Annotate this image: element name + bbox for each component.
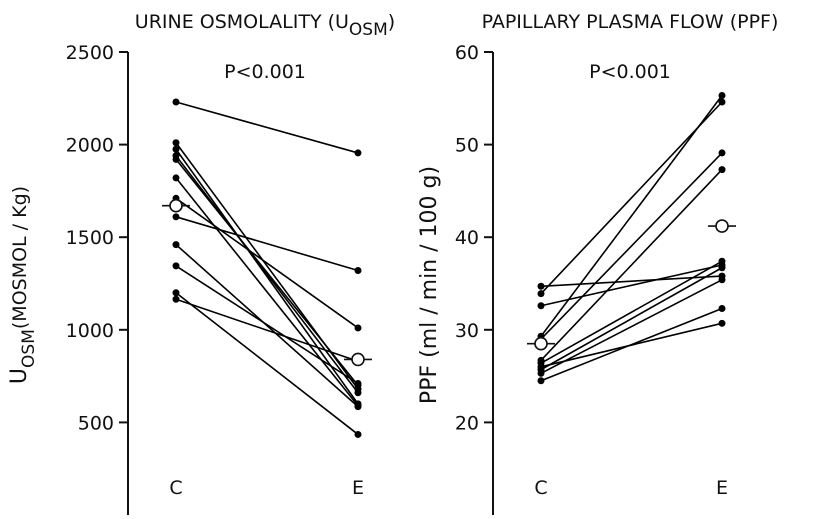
point bbox=[172, 262, 180, 270]
title-text: PAPILLARY PLASMA FLOW (PPF) bbox=[482, 11, 779, 33]
annotation: P<0.001 bbox=[224, 61, 306, 83]
x-tick-label: C bbox=[169, 477, 182, 499]
y-tick-label: 2000 bbox=[66, 135, 114, 157]
pair-line bbox=[540, 322, 723, 368]
x-tick-label: C bbox=[534, 477, 547, 499]
pair-line bbox=[540, 169, 723, 361]
point bbox=[172, 295, 180, 303]
pair-line bbox=[175, 177, 359, 407]
y-axis-label: PPF (ml / min / 100 g) bbox=[417, 166, 442, 404]
point bbox=[718, 92, 726, 100]
x-tick-label: E bbox=[716, 477, 728, 499]
point bbox=[718, 257, 726, 265]
y-tick-label: 1000 bbox=[66, 320, 114, 342]
pair-line bbox=[175, 155, 359, 394]
point bbox=[172, 241, 180, 249]
y-label-subscript: OSM bbox=[19, 329, 39, 368]
pair-line bbox=[175, 158, 359, 386]
point bbox=[172, 174, 180, 182]
pair-line bbox=[540, 152, 723, 340]
point bbox=[718, 98, 726, 106]
y-label-text: U bbox=[7, 368, 32, 384]
point bbox=[354, 324, 362, 332]
point bbox=[354, 267, 362, 275]
pair-line bbox=[540, 95, 723, 337]
point bbox=[172, 289, 180, 297]
pair-line bbox=[175, 101, 359, 154]
pair-line bbox=[540, 267, 723, 371]
pair-line bbox=[540, 260, 723, 364]
point bbox=[172, 139, 180, 147]
pair-line bbox=[175, 265, 359, 385]
point bbox=[354, 430, 362, 438]
mean-marker bbox=[715, 219, 729, 233]
mean-marker bbox=[351, 352, 365, 367]
annotation: P<0.001 bbox=[589, 61, 671, 83]
title-subscript: OSM bbox=[349, 20, 388, 40]
point bbox=[172, 155, 180, 163]
point bbox=[718, 319, 726, 327]
y-tick-label: 1500 bbox=[66, 227, 114, 249]
title-text: URINE OSMOLALITY (U bbox=[135, 11, 349, 33]
pair-line bbox=[175, 216, 359, 272]
point bbox=[354, 380, 362, 388]
chart-title: PAPILLARY PLASMA FLOW (PPF) bbox=[482, 11, 779, 33]
point bbox=[537, 302, 545, 310]
point bbox=[537, 377, 545, 385]
point bbox=[718, 149, 726, 157]
chart-title: URINE OSMOLALITY (UOSM) bbox=[135, 11, 395, 40]
point bbox=[354, 389, 362, 397]
x-tick-label: E bbox=[352, 477, 364, 499]
y-tick-label: 50 bbox=[455, 135, 479, 157]
pair-line bbox=[175, 197, 359, 329]
pair-line bbox=[175, 292, 359, 436]
mean-marker bbox=[534, 336, 548, 351]
point bbox=[537, 363, 545, 371]
point bbox=[537, 369, 545, 377]
y-tick-label: 2500 bbox=[66, 42, 114, 64]
point bbox=[718, 264, 726, 272]
point bbox=[718, 305, 726, 313]
point bbox=[718, 166, 726, 174]
pair-line bbox=[540, 101, 723, 295]
y-tick-label: 40 bbox=[455, 227, 479, 249]
y-tick-label: 500 bbox=[78, 412, 114, 434]
point bbox=[718, 276, 726, 284]
y-label-text: PPF (ml / min / 100 g) bbox=[417, 166, 442, 404]
y-tick-label: 30 bbox=[455, 320, 479, 342]
y-label-end: (MOSMOL / Kg) bbox=[9, 186, 31, 329]
point bbox=[354, 149, 362, 157]
title-end: ) bbox=[388, 11, 395, 33]
point bbox=[172, 145, 180, 153]
point bbox=[172, 213, 180, 221]
point bbox=[354, 403, 362, 411]
y-tick-label: 60 bbox=[455, 42, 479, 64]
pair-line bbox=[540, 264, 723, 307]
pair-line bbox=[175, 298, 359, 363]
point bbox=[537, 282, 545, 290]
pair-line bbox=[540, 279, 723, 375]
mean-marker bbox=[169, 198, 183, 213]
point bbox=[537, 290, 545, 298]
y-axis-label: UOSM(MOSMOL / Kg) bbox=[7, 186, 39, 384]
pair-line bbox=[175, 148, 359, 405]
y-tick-label: 20 bbox=[455, 412, 479, 434]
point bbox=[172, 98, 180, 106]
